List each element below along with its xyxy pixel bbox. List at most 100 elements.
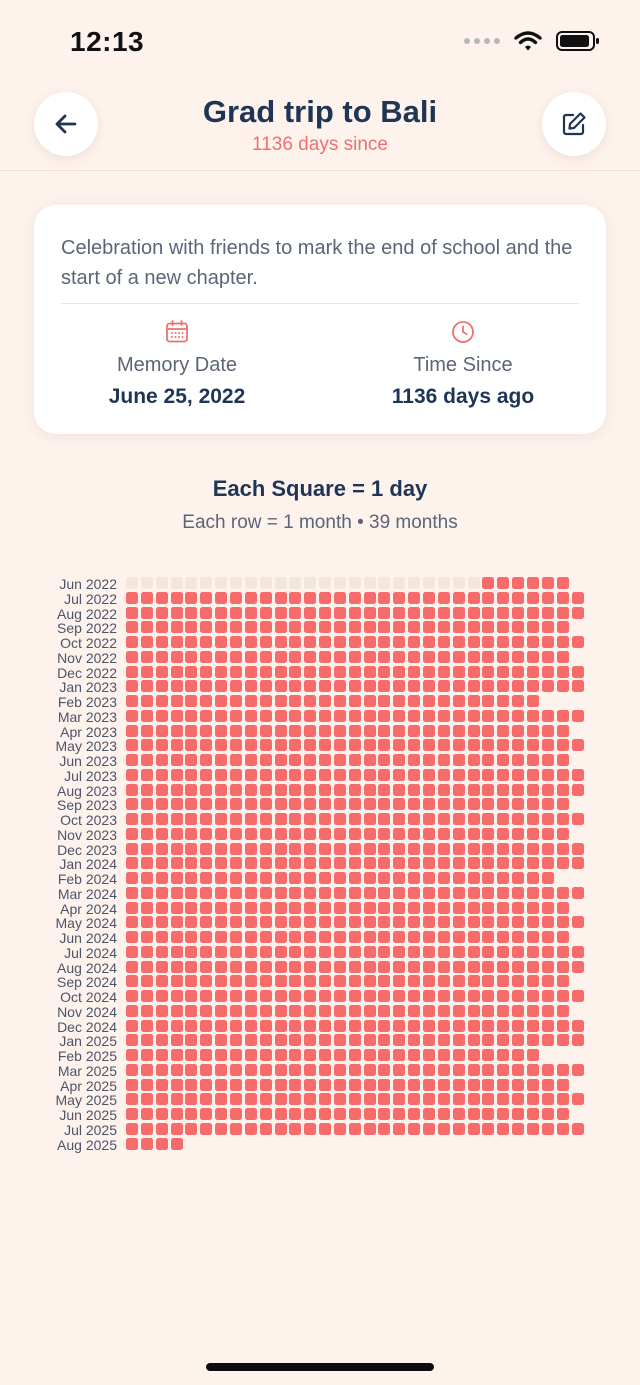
- month-label: Apr 2023: [60, 723, 117, 740]
- day-square: [497, 606, 510, 619]
- day-square: [140, 680, 153, 693]
- day-square: [541, 886, 554, 899]
- day-square: [319, 1034, 332, 1047]
- day-square: [215, 1122, 228, 1135]
- day-square: [452, 1078, 465, 1091]
- day-square: [244, 695, 257, 707]
- day-square: [319, 591, 332, 604]
- day-square: [348, 1019, 361, 1032]
- day-square: [274, 739, 287, 752]
- day-square: [304, 1108, 317, 1120]
- day-square: [185, 783, 198, 796]
- day-square: [259, 901, 272, 914]
- day-square: [541, 857, 554, 870]
- day-square: [497, 960, 510, 973]
- day-square: [497, 886, 510, 899]
- month-label: Aug 2024: [57, 959, 117, 976]
- day-square: [333, 1034, 346, 1047]
- day-square: [452, 621, 465, 634]
- day-square: [452, 901, 465, 914]
- day-square: [274, 1122, 287, 1135]
- day-square: [319, 768, 332, 781]
- day-square: [244, 1034, 257, 1047]
- day-square: [393, 1019, 406, 1032]
- day-square: [155, 1034, 168, 1047]
- day-square: [319, 842, 332, 855]
- day-square: [304, 960, 317, 973]
- day-square: [467, 960, 480, 973]
- day-square: [363, 872, 376, 884]
- month-label: Mar 2024: [57, 885, 117, 902]
- day-square: [512, 636, 525, 648]
- day-square: [289, 886, 302, 899]
- day-square: [215, 872, 228, 884]
- day-square: [526, 783, 539, 796]
- day-square: [348, 960, 361, 973]
- day-square: [170, 1063, 183, 1076]
- day-square: [452, 916, 465, 929]
- day-square: [200, 916, 213, 929]
- day-square: [423, 1019, 435, 1032]
- day-square: [363, 650, 376, 663]
- day-square: [289, 724, 302, 737]
- day-square: [408, 577, 421, 589]
- month-label: Oct 2024: [60, 989, 117, 1005]
- day-square: [244, 650, 257, 663]
- day-square: [393, 1049, 406, 1061]
- day-square: [437, 1063, 450, 1076]
- back-button[interactable]: [34, 92, 98, 156]
- day-square: [393, 577, 406, 589]
- day-square: [512, 945, 525, 958]
- day-square: [541, 606, 554, 619]
- day-square: [170, 621, 183, 634]
- day-square: [229, 1063, 242, 1076]
- day-square: [393, 724, 406, 737]
- day-square: [155, 945, 168, 958]
- day-square: [423, 960, 435, 973]
- day-square: [200, 872, 213, 884]
- day-square: [126, 1137, 138, 1150]
- day-square: [140, 990, 153, 1002]
- time-since-label: Time Since: [413, 354, 513, 376]
- day-square: [185, 872, 198, 884]
- day-square: [289, 842, 302, 855]
- day-square: [378, 1108, 391, 1120]
- day-square: [289, 1034, 302, 1047]
- day-square: [541, 621, 554, 634]
- day-square: [289, 1049, 302, 1061]
- day-square: [526, 842, 539, 855]
- day-square: [170, 842, 183, 855]
- day-square: [289, 636, 302, 648]
- day-square: [571, 813, 584, 825]
- day-square: [423, 754, 435, 766]
- day-square: [304, 695, 317, 707]
- day-square: [408, 591, 421, 604]
- day-square: [274, 901, 287, 914]
- day-square: [556, 768, 569, 781]
- day-square: [333, 650, 346, 663]
- day-square: [289, 680, 302, 693]
- day-square: [289, 1093, 302, 1106]
- day-square: [185, 754, 198, 766]
- day-square: [556, 754, 569, 766]
- day-square: [408, 724, 421, 737]
- day-square: [467, 886, 480, 899]
- day-square: [333, 842, 346, 855]
- day-square: [393, 827, 406, 840]
- day-square: [408, 1034, 421, 1047]
- day-square: [289, 650, 302, 663]
- day-square: [423, 724, 435, 737]
- day-square: [378, 709, 391, 722]
- day-square: [437, 975, 450, 988]
- day-square: [304, 709, 317, 722]
- card-divider: [61, 303, 579, 304]
- day-square: [393, 709, 406, 722]
- day-square: [200, 857, 213, 870]
- day-square: [556, 739, 569, 752]
- day-square: [541, 709, 554, 722]
- edit-button[interactable]: [542, 92, 606, 156]
- day-square: [437, 1093, 450, 1106]
- day-square: [319, 901, 332, 914]
- day-square: [200, 606, 213, 619]
- day-square: [482, 1122, 495, 1135]
